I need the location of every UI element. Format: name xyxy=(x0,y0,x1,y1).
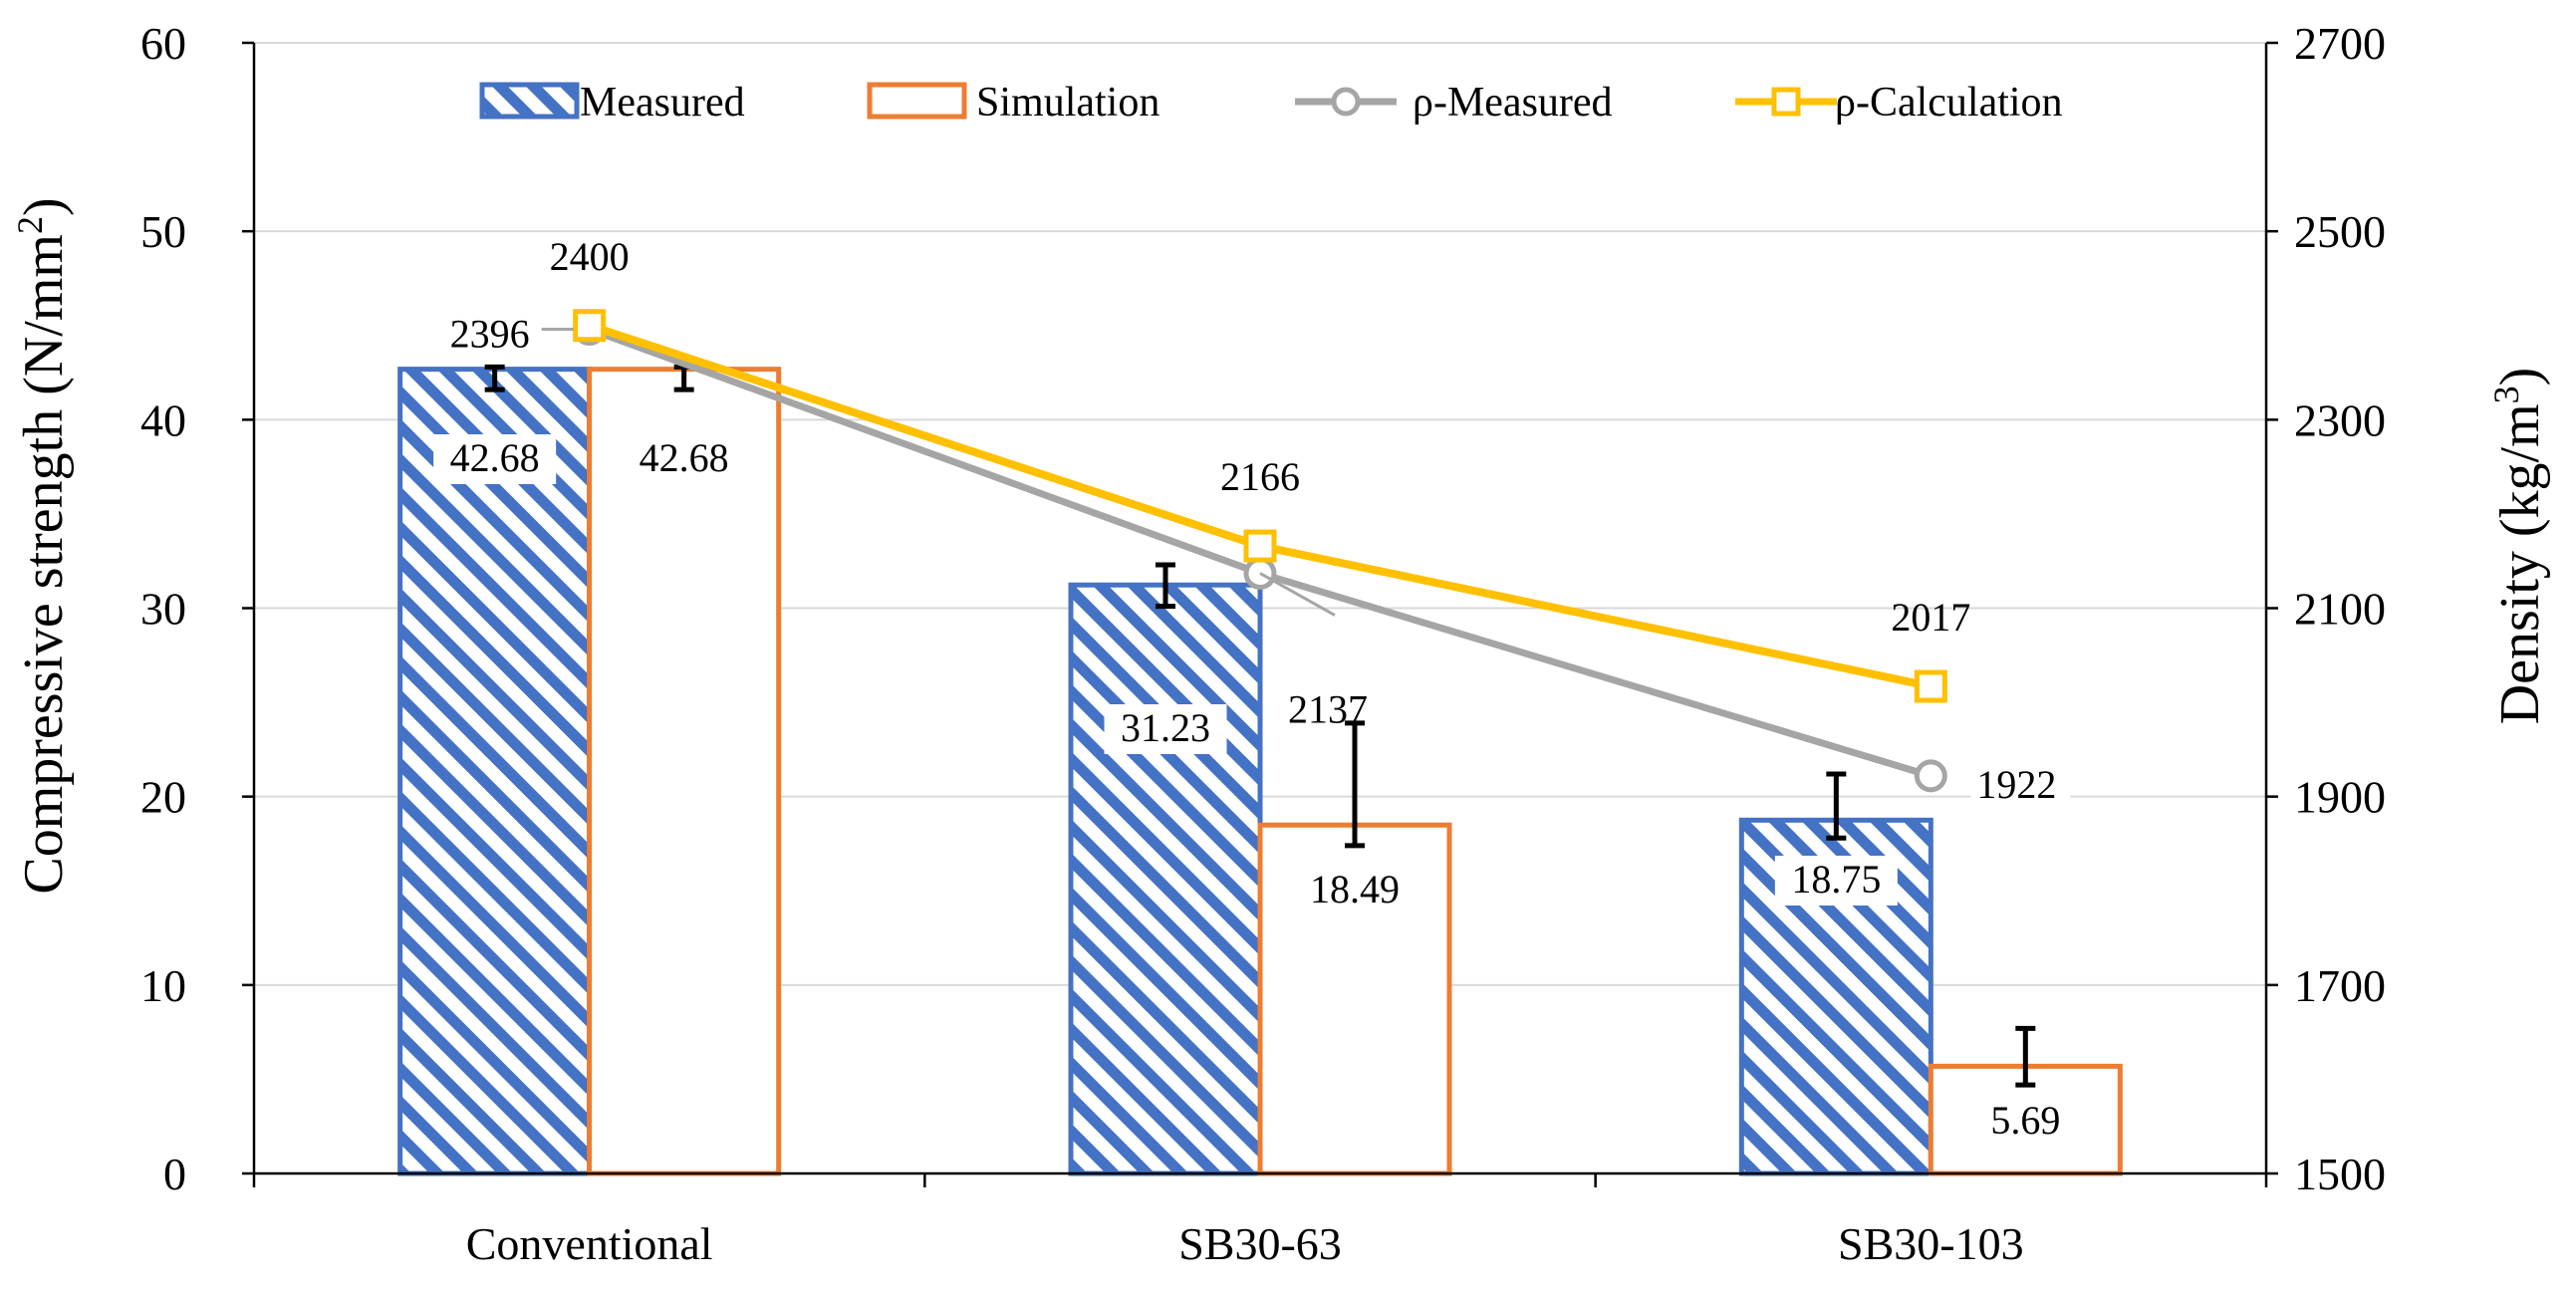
error-bar-simulation xyxy=(2015,1025,2036,1088)
error-bar-simulation xyxy=(1345,720,1365,849)
data-label-simulation: 5.69 xyxy=(1990,1098,2060,1143)
data-label-bg xyxy=(623,434,746,484)
error-bar-measured xyxy=(1826,771,1847,841)
legend-marker-rho-calculation xyxy=(1771,87,1801,117)
y2-tick-label: 2300 xyxy=(2294,394,2386,445)
legend-label-rho-measured: ρ-Measured xyxy=(1413,80,1613,126)
data-label-bg xyxy=(1774,856,1898,906)
legend: Measured Simulation ρ-Measured ρ-Calcula… xyxy=(479,80,2063,126)
legend-label-rho-calculation: ρ-Calculation xyxy=(1835,80,2063,126)
x-tick-label: SB30-103 xyxy=(1838,1218,2024,1269)
legend-label-simulation: Simulation xyxy=(976,80,1159,126)
data-label-measured: 42.68 xyxy=(450,435,540,480)
legend-swatch-measured xyxy=(479,82,580,120)
y2-axis-title: Density (kg/m3) xyxy=(2486,368,2551,725)
axes xyxy=(242,41,2278,1187)
data-label-rho-calculation: 2400 xyxy=(550,234,630,279)
data-label-rho-measured: 2137 xyxy=(1288,687,1368,732)
legend-label-measured: Measured xyxy=(580,80,745,126)
x-tick-label: Conventional xyxy=(466,1218,713,1269)
y-tick-label: 20 xyxy=(140,772,186,823)
y2-tick-label: 1700 xyxy=(2294,960,2386,1011)
data-label-simulation: 18.49 xyxy=(1310,867,1400,911)
y-tick-label: 40 xyxy=(140,394,186,445)
marker-rho-measured xyxy=(1914,759,1947,793)
data-label-bg xyxy=(1974,1097,2077,1147)
marker-rho-calculation xyxy=(573,309,607,343)
bar-measured xyxy=(1068,582,1263,1176)
error-bar-measured xyxy=(1156,562,1175,610)
data-label-rho-calculation: 2017 xyxy=(1891,595,1970,640)
data-label-rho-measured: 1922 xyxy=(1976,762,2056,807)
y2-tick-label: 2500 xyxy=(2294,206,2386,257)
y-tick-label: 60 xyxy=(140,18,186,69)
y2-tick-label: 1500 xyxy=(2294,1149,2386,1199)
data-label-bg xyxy=(433,434,557,484)
data-labels: 42.68 42.68 31.23 18.49 18.75 5.69 2400 2166 201… xyxy=(433,234,2077,1147)
data-label-measured: 18.75 xyxy=(1791,857,1881,902)
error-bar-measured xyxy=(484,364,505,392)
y-tick-label: 50 xyxy=(140,206,186,257)
data-label-rho-measured: 2396 xyxy=(450,312,530,357)
legend-marker-rho-measured xyxy=(1331,87,1361,117)
x-tick-label: SB30-63 xyxy=(1178,1218,1342,1269)
data-label-bg xyxy=(1293,866,1417,915)
data-label-leader xyxy=(1259,572,1336,617)
y-axis-title: Compressive strength (N/mm2) xyxy=(10,197,75,894)
data-label-simulation: 42.68 xyxy=(640,435,729,480)
marker-rho-calculation xyxy=(1243,529,1277,563)
data-label-measured: 31.23 xyxy=(1121,705,1210,750)
y2-tick-label: 1900 xyxy=(2294,772,2386,823)
y-tick-label: 10 xyxy=(140,960,186,1011)
data-label-bg xyxy=(1104,704,1227,754)
data-label-rho-calculation: 2166 xyxy=(1220,454,1300,499)
y2-tick-label: 2100 xyxy=(2294,584,2386,635)
tick-labels: 0 10 20 30 40 50 60 1500 1700 1900 2100 2300 2500 270… xyxy=(140,18,2386,1269)
bar-simulation xyxy=(587,367,782,1176)
y-tick-label: 30 xyxy=(140,584,186,635)
data-label-bg xyxy=(1970,761,2071,812)
y-tick-label: 0 xyxy=(163,1149,186,1199)
bar-measured xyxy=(397,367,593,1176)
marker-rho-calculation xyxy=(1914,669,1947,703)
y2-tick-label: 2700 xyxy=(2294,18,2386,69)
legend-swatch-simulation xyxy=(867,82,967,120)
